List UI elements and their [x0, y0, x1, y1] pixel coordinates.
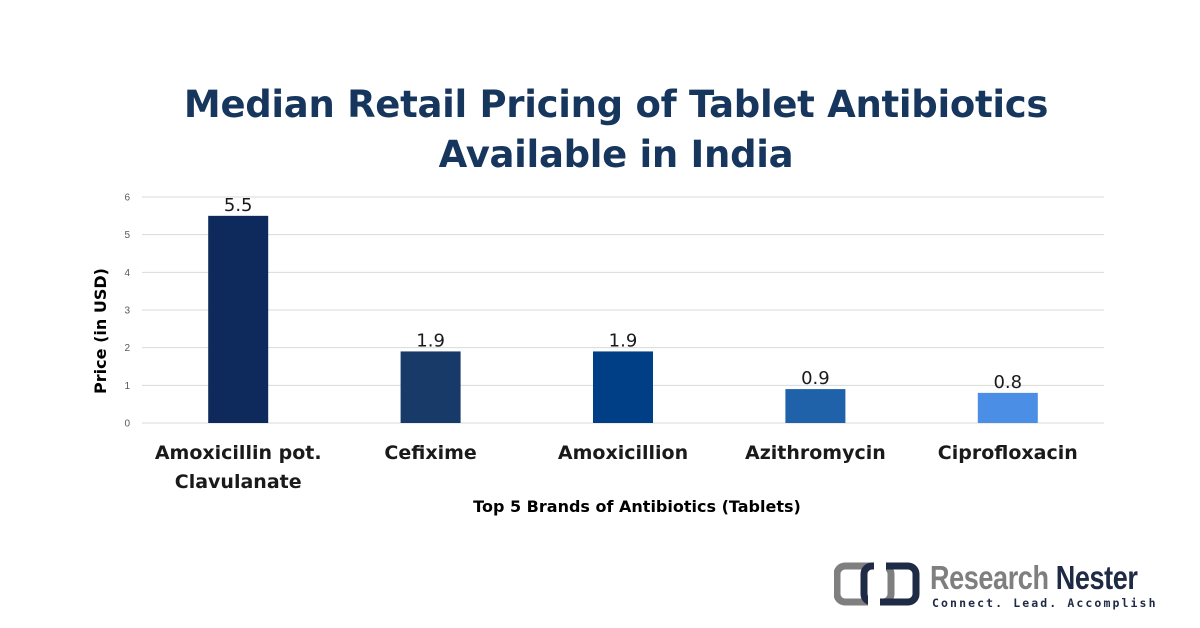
data-label-3: 1.9 [609, 330, 638, 351]
gridlines [142, 196, 1104, 424]
y-tick-label-3: 3 [124, 306, 130, 317]
category-label-4-line-1: Azithromycin [745, 442, 886, 464]
y-axis-title: Price (in USD) [91, 268, 110, 394]
category-label-3-line-1: Amoxicillion [558, 442, 688, 464]
data-label-4: 0.9 [801, 368, 830, 389]
category-label-1-line-1: Amoxicillin pot. [155, 442, 322, 464]
logo-tagline: Connect. Lead. Accomplish [932, 596, 1158, 610]
category-labels: Amoxicillin pot. Clavulanate Cefixime Amoxi… [155, 442, 1078, 493]
data-label-1: 5.5 [224, 195, 253, 216]
x-axis-title: Top 5 Brands of Antibiotics (Tablets) [473, 497, 801, 516]
bar-2 [400, 351, 461, 423]
category-label-2: Cefixime [384, 442, 476, 464]
chart-title: Median Retail Pricing of Tablet Antibiot… [0, 80, 1200, 180]
research-nester-logo: Research Nester Connect. Lead. Accomplis… [834, 560, 1184, 610]
data-labels: 5.5 1.9 1.9 0.9 0.8 [224, 195, 1022, 393]
y-tick-label-2: 2 [124, 343, 130, 354]
y-tick-label-1: 1 [124, 381, 130, 392]
y-tick-label-6: 6 [124, 193, 130, 204]
data-label-2: 1.9 [416, 330, 445, 351]
category-label-5-line-1: Ciprofloxacin [938, 442, 1078, 464]
category-label-4: Azithromycin [745, 442, 886, 464]
logo-word-nester: Nester [1055, 559, 1138, 596]
bar-5 [977, 392, 1038, 423]
chart-title-line-1: Median Retail Pricing of Tablet Antibiot… [183, 83, 1049, 126]
bar-3 [593, 351, 653, 423]
y-tick-label-5: 5 [124, 230, 130, 241]
category-label-2-line-1: Cefixime [384, 442, 476, 464]
logo-wordmark: Research Nester [930, 559, 1138, 596]
y-tick-label-0: 0 [124, 419, 130, 430]
y-axis-ticks: 0 1 2 3 4 5 6 [124, 193, 130, 430]
category-label-5: Ciprofloxacin [938, 442, 1078, 464]
logo-mark-icon [834, 562, 920, 606]
category-label-1: Amoxicillin pot. Clavulanate [155, 442, 322, 493]
category-label-1-line-2: Clavulanate [175, 471, 302, 493]
category-label-3: Amoxicillion [558, 442, 688, 464]
logo-word-research: Research [930, 559, 1049, 596]
chart-title-line-2: Available in India [438, 133, 794, 176]
bars [208, 215, 1038, 423]
y-tick-label-4: 4 [124, 268, 130, 279]
bar-1 [208, 215, 269, 423]
data-label-5: 0.8 [993, 372, 1022, 393]
bar-4 [785, 389, 846, 423]
